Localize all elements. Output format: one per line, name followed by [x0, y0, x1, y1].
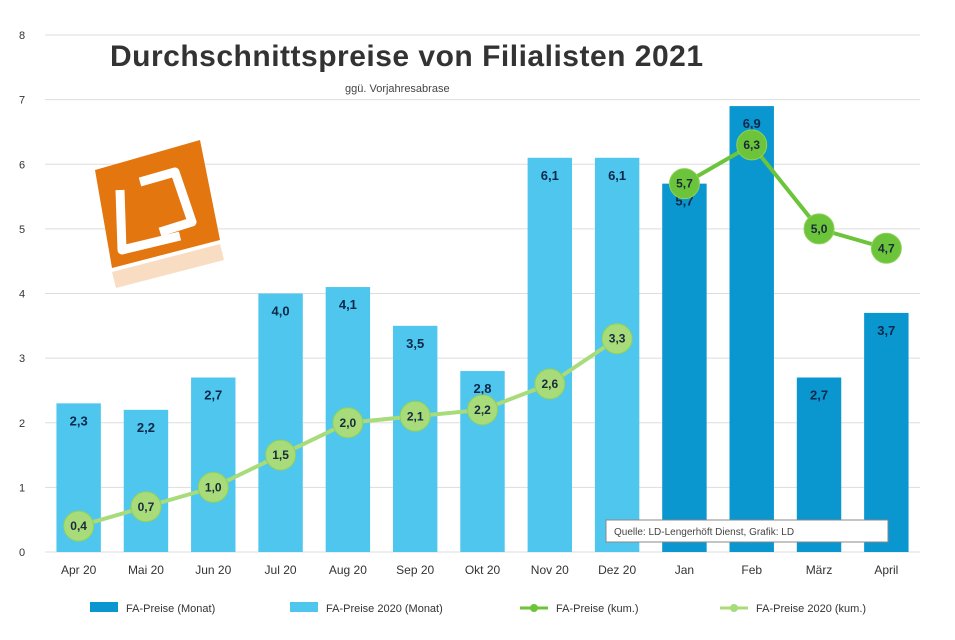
y-axis-ticks: 0 1 2 3 4 5 6 7 8: [19, 30, 25, 559]
x-tick-label: Mai 20: [128, 563, 164, 577]
line-value-label: 1,5: [272, 448, 289, 462]
line-point: [803, 213, 835, 245]
bar-value-label: 4,1: [339, 297, 357, 312]
series-line: [683, 142, 887, 251]
bar-value-label: 3,7: [877, 323, 895, 338]
x-tick-label: Okt 20: [465, 563, 501, 577]
x-tick-label: Jun 20: [195, 563, 231, 577]
legend-entry: FA-Preise (kum.): [556, 603, 639, 615]
line-point: [399, 400, 431, 432]
line-value-label: 0,4: [70, 519, 87, 533]
bar: [729, 106, 774, 553]
y-tick-label: 0: [19, 547, 25, 559]
bar-value-label: 4,0: [272, 304, 290, 319]
line-value-label: 4,7: [878, 241, 895, 255]
y-tick-label: 7: [19, 95, 25, 107]
line-value-label: 2,2: [474, 403, 491, 417]
bar: [191, 377, 236, 552]
bar: [258, 293, 303, 552]
legend-entry: FA-Preise 2020 (Monat): [326, 603, 443, 615]
x-axis-labels: Apr 20 Mai 20 Jun 20 Jul 20 Aug 20 Sep 20 Okt …: [61, 563, 898, 577]
y-tick-label: 6: [19, 159, 25, 171]
bar-value-label: 6,1: [608, 168, 626, 183]
line-point: [736, 129, 768, 161]
legend-swatch: [90, 602, 118, 612]
bar: [123, 409, 169, 552]
x-tick-label: Jul 20: [265, 563, 297, 577]
line-value-label: 5,7: [676, 177, 693, 191]
x-tick-label: März: [806, 563, 833, 577]
source-text: Quelle: LD-Lengerhöft Dienst, Grafik: LD: [614, 527, 794, 538]
line-point: [332, 407, 364, 439]
line-point: [265, 439, 297, 471]
bar: [594, 157, 640, 552]
x-tick-label: April: [874, 563, 898, 577]
y-tick-label: 5: [19, 224, 25, 236]
line-point: [197, 471, 229, 503]
source-box: Quelle: LD-Lengerhöft Dienst, Grafik: LD: [605, 519, 889, 543]
x-tick-label: Sep 20: [396, 563, 434, 577]
line-point: [534, 368, 566, 400]
legend-entry: FA-Preise 2020 (kum.): [756, 603, 866, 615]
bar-value-label: 2,3: [70, 413, 88, 428]
bar: [392, 325, 438, 552]
line-point: [668, 168, 700, 200]
line-value-label: 6,3: [743, 138, 760, 152]
x-tick-label: Jan: [675, 563, 694, 577]
line-value-label: 2,6: [541, 377, 558, 391]
line-value-label: 2,1: [407, 409, 424, 423]
bar-value-label: 2,8: [473, 381, 491, 396]
bars: 5,7 6,9 2,7 3,7 2,3 2,2 2,7 4,0 4,1 3,5 2,8 6,1 6,1: [56, 106, 909, 553]
bar-value-label: 2,7: [810, 388, 828, 403]
bar-value-label: 2,7: [204, 388, 222, 403]
x-tick-label: Aug 20: [329, 563, 367, 577]
chart-title: Durchschnittspreise von Filialisten 2021: [110, 40, 704, 73]
bar: [527, 157, 573, 552]
legend-marker: [530, 604, 538, 612]
line-value-label: 1,0: [205, 480, 222, 494]
x-tick-label: Dez 20: [598, 563, 636, 577]
bar-value-label: 3,5: [406, 336, 424, 351]
lines: 5,7 6,3 5,0 4,7 0,4 0,7 1,0 1,5 2,0 2,1 2,2 2,6 3,3: [63, 129, 902, 542]
x-tick-label: Feb: [741, 563, 762, 577]
bar-value-label: 6,1: [541, 168, 559, 183]
legend-marker: [730, 604, 738, 612]
line-value-label: 5,0: [811, 222, 828, 236]
line-value-label: 3,3: [609, 332, 626, 346]
y-tick-label: 8: [19, 30, 25, 42]
legend-entry: FA-Preise (Monat): [126, 603, 215, 615]
bar-value-label: 6,9: [743, 116, 761, 131]
line-point: [467, 394, 498, 426]
line-point: [130, 491, 162, 523]
y-tick-label: 4: [19, 289, 25, 301]
x-tick-label: Nov 20: [531, 563, 569, 577]
bar-value-label: 2,2: [137, 420, 155, 435]
line-point: [601, 323, 633, 355]
ld-logo-icon: [95, 140, 224, 288]
x-tick-label: Apr 20: [61, 563, 97, 577]
bar: [662, 183, 707, 552]
chart-subtitle: ggü. Vorjahresabrase: [345, 83, 450, 95]
line-point: [870, 232, 902, 264]
line-point: [63, 510, 95, 542]
line-value-label: 2,0: [340, 416, 357, 430]
bar: [864, 312, 909, 552]
y-tick-label: 2: [19, 418, 25, 430]
y-tick-label: 3: [19, 353, 25, 365]
line-value-label: 0,7: [138, 500, 155, 514]
legend-swatch: [290, 602, 318, 612]
legend: FA-Preise (Monat) FA-Preise 2020 (Monat) F…: [90, 602, 866, 615]
y-tick-label: 1: [19, 482, 25, 494]
